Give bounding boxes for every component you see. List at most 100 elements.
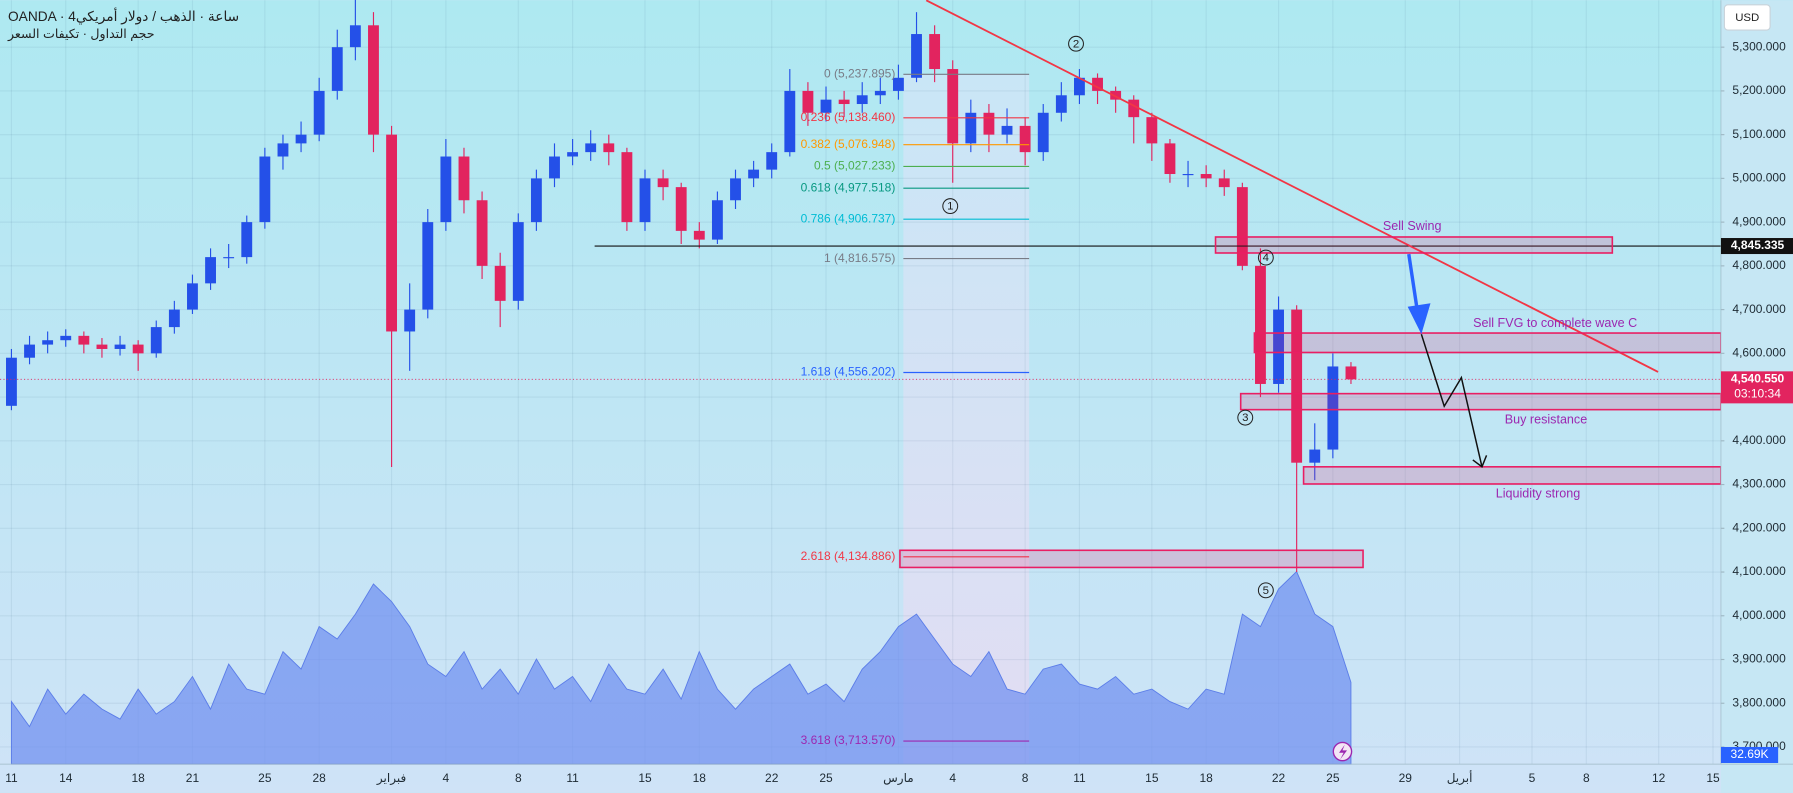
candle-body	[114, 344, 126, 349]
candle-body	[223, 257, 235, 259]
y-tick-label: 4,400.000	[1732, 433, 1786, 447]
axes: 3,700.0003,800.0003,900.0004,000.0004,10…	[5, 39, 1793, 786]
candle-body	[277, 143, 289, 157]
x-tick-label: 25	[819, 771, 833, 785]
price-tag	[1720, 371, 1793, 404]
chart-subtitle: حجم التداول · تكيفات السعر	[7, 27, 155, 42]
volume-tag-label: 32.69K	[1731, 747, 1769, 761]
zone	[1253, 332, 1722, 354]
volume-area	[10, 570, 1352, 765]
wave-label: 1	[947, 201, 953, 213]
wave-marker: 5	[1257, 582, 1274, 599]
y-tick-label: 5,000.000	[1732, 171, 1786, 185]
x-tick-label: 18	[131, 771, 145, 785]
candle-body	[911, 34, 922, 78]
y-tick-label: 5,200.000	[1732, 83, 1786, 97]
volume-tag	[1720, 746, 1779, 763]
x-tick-label: فبراير	[376, 771, 406, 786]
currency-box[interactable]	[1723, 4, 1771, 31]
wave-label: 3	[1242, 412, 1248, 424]
candle-body	[603, 143, 615, 153]
candle-body	[675, 187, 687, 231]
x-tick-label: 22	[765, 771, 779, 785]
candle-body	[730, 178, 741, 201]
currency[interactable]: USD	[1735, 12, 1759, 24]
candle-body	[621, 152, 633, 223]
wave-label: 2	[1073, 38, 1079, 50]
candle-body	[313, 90, 325, 135]
candle-body	[530, 178, 542, 223]
arrow-head	[1472, 455, 1488, 469]
fib-label: 0.382 (5,076.948)	[801, 137, 896, 151]
x-tick-label: 11	[5, 771, 18, 785]
y-tick-label: 3,800.000	[1732, 695, 1786, 709]
candle-body	[42, 340, 54, 345]
zone	[899, 549, 1364, 569]
y-tick-label: 4,800.000	[1732, 258, 1786, 272]
y-tick-label: 4,100.000	[1732, 564, 1786, 578]
candle-body	[24, 344, 35, 358]
candle-body	[711, 200, 723, 240]
zone-label: Sell FVG to complete wave C	[1473, 316, 1637, 330]
candle-body	[1110, 90, 1122, 100]
x-tick-label: 15	[638, 771, 652, 785]
candle-body	[1074, 77, 1085, 96]
candle-body	[241, 222, 253, 258]
candle-body	[766, 152, 778, 170]
candle-body	[205, 257, 216, 284]
chart-title: OANDA · 4ساعة · الذهب / دولار أمريكي	[8, 7, 239, 25]
candle-body	[1309, 449, 1321, 463]
candle-body	[349, 25, 361, 48]
candle-body	[1291, 309, 1303, 463]
y-tick-label: 3,900.000	[1732, 652, 1786, 666]
fib-label: 1.618 (4,556.202)	[801, 365, 896, 379]
zone	[1302, 466, 1722, 485]
candle-body	[295, 134, 307, 144]
x-tick-label: 8	[1583, 771, 1590, 785]
candle-body	[965, 112, 977, 144]
countdown: 03:10:34	[1734, 386, 1781, 400]
x-tick-label: 8	[1022, 771, 1029, 785]
y-tick-label: 5,300.000	[1732, 39, 1786, 53]
candle-body	[368, 25, 379, 135]
x-tick-label: 11	[566, 771, 579, 785]
candle-body	[1218, 178, 1230, 188]
trend-line	[925, 0, 1659, 373]
candle-body	[1164, 143, 1176, 175]
candle-body	[168, 309, 180, 328]
candle-body	[1019, 125, 1031, 153]
y-tick-label: 4,200.000	[1732, 520, 1786, 534]
x-tick-label: مارس	[883, 771, 914, 786]
fib-label: 2.618 (4,134.886)	[801, 549, 896, 563]
candle-body	[6, 357, 17, 406]
candle-body	[856, 95, 868, 105]
x-tick-label: 4	[443, 771, 450, 785]
x-tick-label: 25	[1326, 771, 1340, 785]
candle-body	[1236, 187, 1248, 266]
candle-body	[458, 156, 470, 201]
candle-body	[1182, 174, 1194, 176]
wave-marker: 2	[1068, 35, 1084, 52]
candle-body	[476, 200, 488, 266]
fib-label: 0.618 (4,977.518)	[801, 180, 896, 194]
fib-label: 0.5 (5,027.233)	[814, 159, 895, 173]
x-tick-label: 11	[1073, 771, 1086, 785]
x-tick-label: 25	[258, 771, 272, 785]
y-tick-label: 5,100.000	[1732, 127, 1786, 141]
arrow	[1407, 253, 1420, 315]
candle-body	[150, 327, 162, 354]
candle-body	[440, 156, 452, 223]
zone-label: Liquidity strong	[1496, 487, 1581, 501]
candle-body	[494, 265, 506, 301]
y-tick-label: 4,700.000	[1732, 302, 1786, 316]
candle-body	[1327, 366, 1339, 450]
wave-marker: 4	[1257, 249, 1274, 266]
x-tick-label: 22	[1272, 771, 1286, 785]
candle-body	[386, 134, 398, 332]
fib-label: 0.236 (5,138.460)	[801, 110, 896, 124]
x-tick-label: 4	[949, 771, 956, 785]
x-tick-label: 8	[515, 771, 522, 785]
wave-label: 4	[1263, 252, 1270, 264]
wave-label: 5	[1263, 585, 1269, 597]
